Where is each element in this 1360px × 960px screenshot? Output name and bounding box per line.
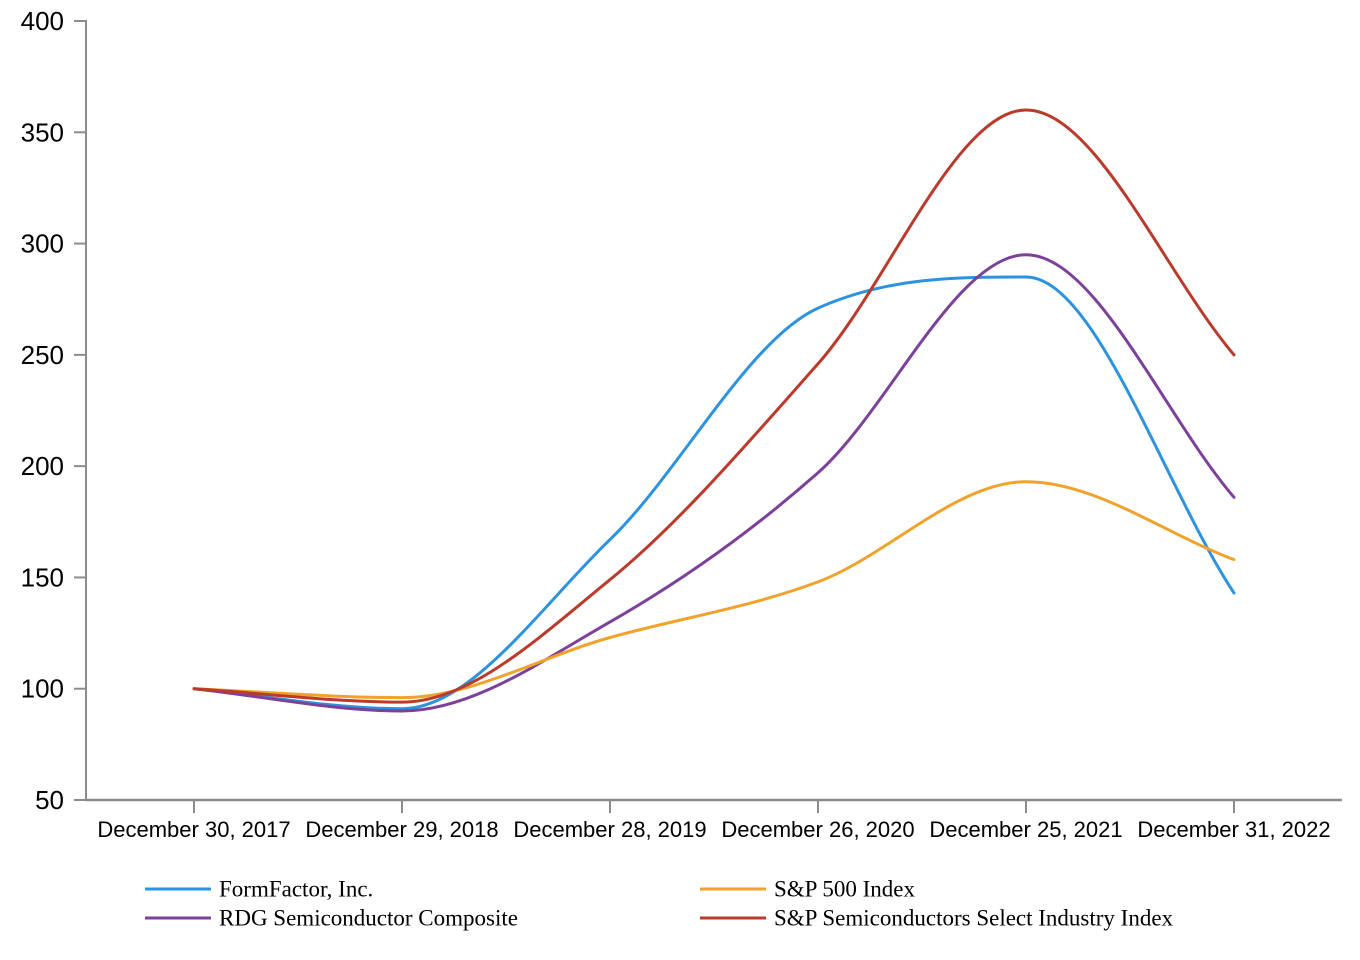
x-tick-label-1: December 29, 2018 <box>305 817 498 842</box>
y-axis-labels: 50 100 150 200 250 300 350 400 <box>21 6 64 815</box>
legend-label-formfactor-inc: FormFactor, Inc. <box>219 877 373 902</box>
y-tick-label-350: 350 <box>21 117 64 147</box>
x-axis-labels: December 30, 2017 December 29, 2018 Decemb… <box>97 817 1330 842</box>
y-tick-label-400: 400 <box>21 6 64 36</box>
legend-label-s-p-semiconductors-select-industry-index: S&P Semiconductors Select Industry Index <box>774 906 1174 931</box>
y-tick-label-50: 50 <box>35 785 64 815</box>
x-tick-label-0: December 30, 2017 <box>97 817 290 842</box>
y-tick-label-150: 150 <box>21 562 64 592</box>
series-line-s-p-500-index <box>192 480 1236 700</box>
y-tick-label-200: 200 <box>21 451 64 481</box>
y-tick-label-300: 300 <box>21 229 64 259</box>
axes <box>74 20 1342 813</box>
series-line-rdg-semiconductor-composite <box>192 253 1236 713</box>
x-tick-label-4: December 25, 2021 <box>929 817 1122 842</box>
y-tick-label-100: 100 <box>21 674 64 704</box>
x-tick-label-3: December 26, 2020 <box>721 817 914 842</box>
legend-label-rdg-semiconductor-composite: RDG Semiconductor Composite <box>219 906 518 931</box>
x-tick-label-5: December 31, 2022 <box>1137 817 1330 842</box>
series-lines <box>192 108 1236 713</box>
series-line-formfactor-inc <box>192 275 1236 711</box>
legend-label-s-p-500-index: S&P 500 Index <box>774 877 915 902</box>
y-tick-label-250: 250 <box>21 340 64 370</box>
x-tick-label-2: December 28, 2019 <box>513 817 706 842</box>
series-line-s-p-semiconductors-select-industry-index <box>192 108 1236 704</box>
legend: FormFactor, Inc. RDG Semiconductor Compos… <box>145 877 1174 931</box>
